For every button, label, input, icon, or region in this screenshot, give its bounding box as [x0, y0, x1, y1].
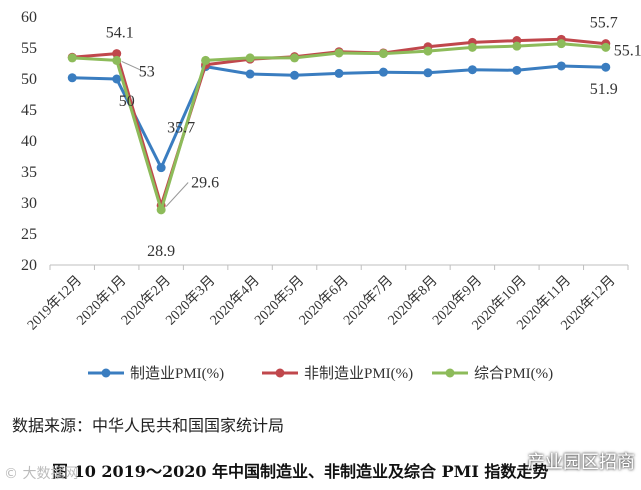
legend-marker-2 [445, 368, 455, 378]
data-label: 53 [139, 63, 155, 80]
y-tick-label: 50 [21, 71, 37, 88]
series-2-point [156, 205, 166, 215]
series-0-point [378, 67, 388, 77]
legend-label-2: 综合PMI(%) [474, 365, 553, 382]
data-label: 29.6 [191, 174, 219, 191]
y-tick-label: 60 [21, 9, 37, 26]
series-2-point [67, 53, 77, 63]
watermark-left: © 大数据网 [4, 466, 79, 482]
series-2-point [201, 55, 211, 65]
data-label: 50 [119, 93, 135, 110]
series-0-point [467, 65, 477, 75]
watermark-right: 产业园区招商 [527, 452, 635, 473]
series-0-point [245, 69, 255, 79]
y-tick-label: 45 [21, 102, 37, 119]
annotation-leader [121, 60, 144, 72]
x-tick-label: 2019年12月 [24, 273, 85, 334]
chart-svg: 2025303540455055602019年12月2020年1月2020年2月… [21, 9, 641, 382]
series-layer [67, 34, 611, 215]
series-0-point [112, 74, 122, 84]
y-tick-label: 35 [21, 164, 37, 181]
legend-marker-0 [101, 368, 111, 378]
series-2-point [601, 42, 611, 52]
data-label: 28.9 [147, 243, 175, 260]
series-0-point [290, 70, 300, 80]
series-2-point [334, 48, 344, 58]
legend: 制造业PMI(%) 非制造业PMI(%) 综合PMI(%) [88, 365, 553, 382]
y-tick-label: 20 [21, 257, 37, 274]
series-0-point [156, 163, 166, 173]
series-1-point [112, 49, 122, 59]
legend-label-0: 制造业PMI(%) [130, 365, 224, 382]
annotation-leader [165, 182, 189, 207]
series-2-point [512, 41, 522, 51]
y-tick-label: 25 [21, 226, 37, 243]
legend-label-1: 非制造业PMI(%) [304, 365, 413, 382]
data-label: 51.9 [590, 81, 618, 98]
data-label: 35.7 [167, 120, 195, 137]
chart: 20 25 30 35 40 45 50 55 60 2019年12月 2020年1月 2020年2月… [21, 9, 641, 382]
series-0-point [601, 62, 611, 72]
series-2-point [245, 53, 255, 63]
series-2-point [467, 42, 477, 52]
series-2-point [112, 55, 122, 65]
data-label: 55.1 [614, 42, 641, 59]
series-line-0 [72, 64, 606, 170]
series-2-point [556, 39, 566, 49]
figure-caption: 图 10 2019～2020 年中国制造业、非制造业及综合 PMI 指数走势 [52, 462, 549, 481]
series-2-point [290, 53, 300, 63]
axis-layer: 2025303540455055602019年12月2020年1月2020年2月… [21, 9, 629, 334]
legend-marker-1 [275, 368, 285, 378]
series-2-point [378, 49, 388, 59]
y-tick-label: 30 [21, 195, 37, 212]
data-label: 54.1 [106, 25, 134, 42]
series-0-point [556, 61, 566, 71]
series-2-point [423, 46, 433, 56]
data-label: 55.7 [590, 15, 618, 32]
y-tick-label: 55 [21, 40, 37, 57]
data-source-note: 数据来源：中华人民共和国国家统计局 [12, 416, 285, 435]
y-tick-label: 40 [21, 133, 37, 150]
series-0-point [423, 68, 433, 78]
series-0-point [67, 73, 77, 83]
series-0-point [334, 68, 344, 78]
series-0-point [512, 65, 522, 75]
